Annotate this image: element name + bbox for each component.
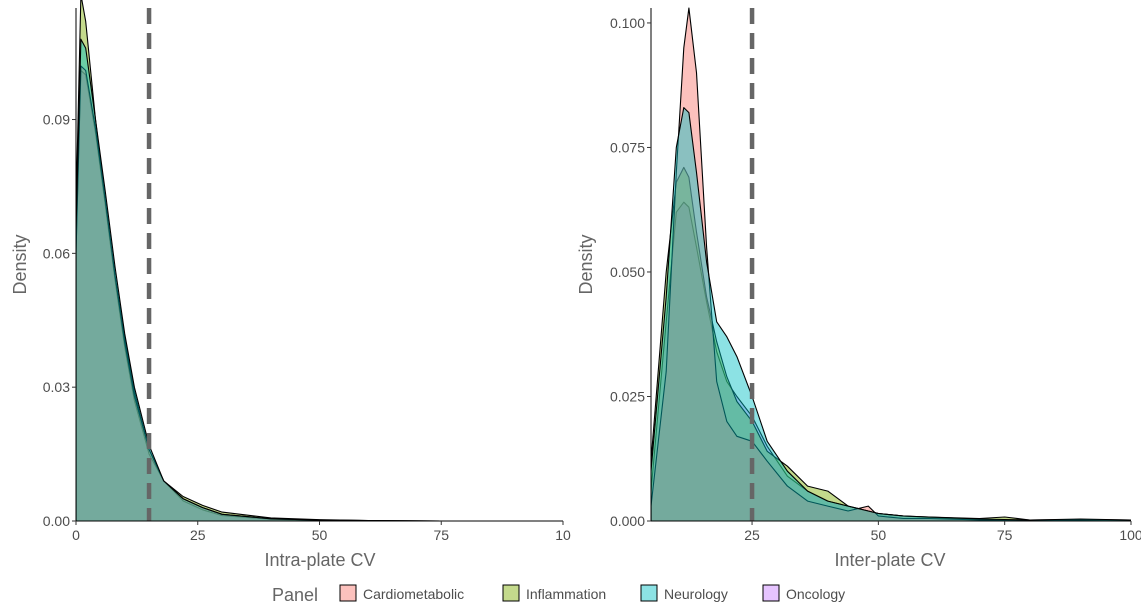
y-tick-label: 0.00 [43,513,70,529]
x-tick-label: 0 [72,527,80,543]
y-tick-label: 0.050 [610,264,645,280]
y-axis-title: Density [576,234,596,294]
x-axis-title: Inter-plate CV [834,550,945,570]
x-tick-label: 75 [433,527,449,543]
y-tick-label: 0.100 [610,15,645,31]
x-tick-label: 25 [744,527,760,543]
legend-swatch-cardiometabolic [339,584,357,602]
x-tick-label: 100 [1119,527,1141,543]
y-tick-label: 0.000 [610,513,645,529]
intra-plate-panel: 0.00 0.03 0.06 0.09 0 25 50 75 10 Intra-plate CV D… [10,0,571,570]
legend-swatch-neurology [640,584,658,602]
y-tick-label: 0.06 [43,245,70,261]
legend: Panel Cardiometabolic Inflammation Neurolo… [272,584,845,605]
y-tick-label: 0.03 [43,379,70,395]
legend-swatch-oncology [762,584,780,602]
legend-title: Panel [272,585,318,605]
y-axis-title: Density [10,234,30,294]
x-tick-label: 25 [190,527,206,543]
y-tick-label: 0.09 [43,112,70,128]
y-tick-label: 0.025 [610,388,645,404]
x-tick-label: 75 [997,527,1013,543]
x-tick-label: 50 [312,527,328,543]
y-tick-label: 0.075 [610,139,645,155]
legend-label-oncology: Oncology [786,586,845,602]
inter-plate-panel: 0.000 0.025 0.050 0.075 0.100 25 50 75 100 Inter-… [576,7,1141,570]
x-tick-label: 50 [871,527,887,543]
legend-items: Cardiometabolic Inflammation Neurology Onco… [339,584,845,602]
x-tick-label: 10 [555,527,571,543]
density-cardiometabolic [651,7,1131,521]
legend-label-cardiometabolic: Cardiometabolic [363,586,464,602]
x-axis-title: Intra-plate CV [264,550,375,570]
density-neurology [651,107,1131,521]
legend-swatch-inflammation [502,584,520,602]
plot-area [651,7,1131,521]
density-inflammation [651,166,1131,521]
legend-label-neurology: Neurology [664,586,728,602]
legend-label-inflammation: Inflammation [526,586,606,602]
